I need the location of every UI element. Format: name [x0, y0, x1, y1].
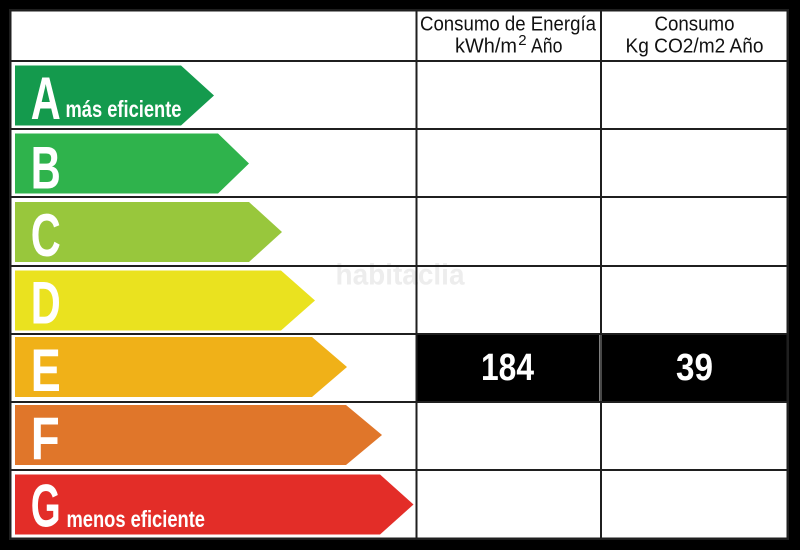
svg-text:Consumo: Consumo	[655, 14, 735, 36]
svg-text:habitaclia: habitaclia	[336, 259, 465, 292]
svg-text:G: G	[31, 473, 61, 540]
svg-text:D: D	[31, 270, 61, 337]
svg-text:184: 184	[481, 347, 534, 389]
svg-text:E: E	[31, 337, 61, 404]
svg-text:2: 2	[518, 32, 526, 49]
svg-text:más eficiente: más eficiente	[66, 96, 182, 122]
svg-text:A: A	[31, 65, 61, 132]
svg-text:B: B	[31, 135, 61, 202]
svg-text:Año: Año	[531, 36, 563, 58]
svg-text:Consumo de Energía: Consumo de Energía	[420, 14, 597, 36]
svg-text:C: C	[31, 202, 61, 269]
svg-text:39: 39	[676, 347, 713, 389]
svg-text:kWh/m: kWh/m	[455, 36, 517, 58]
svg-text:menos eficiente: menos eficiente	[67, 506, 206, 532]
svg-text:F: F	[31, 405, 60, 472]
svg-text:Kg CO2/m2 Año: Kg CO2/m2 Año	[626, 36, 764, 58]
